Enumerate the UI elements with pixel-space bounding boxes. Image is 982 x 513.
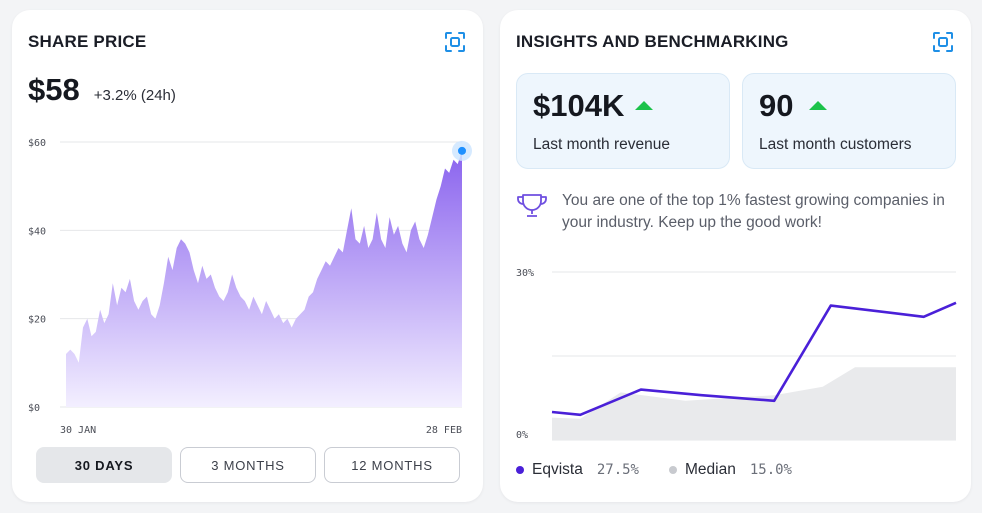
range-tabs: 30 DAYS 3 MONTHS 12 MONTHS: [36, 447, 460, 483]
range-tab-3-months[interactable]: 3 MONTHS: [180, 447, 316, 483]
insights-card: INSIGHTS AND BENCHMARKING $104K Last mon…: [500, 10, 971, 502]
median-legend-label: Median: [685, 461, 736, 478]
eqvista-legend-label: Eqvista: [532, 461, 583, 478]
share-y-tick: $60: [28, 138, 46, 149]
share-y-tick: $0: [28, 403, 40, 414]
expand-insights-button[interactable]: [930, 29, 956, 55]
median-area: [552, 367, 956, 440]
range-tab-12-months[interactable]: 12 MONTHS: [324, 447, 460, 483]
median-legend-dot: [669, 466, 677, 474]
benchmark-chart: 30% 0%: [516, 268, 957, 441]
trend-up-icon: [635, 101, 653, 110]
insight-text: You are one of the top 1% fastest growin…: [562, 192, 945, 231]
eqvista-legend-value: 27.5%: [596, 462, 639, 478]
median-legend-value: 15.0%: [749, 462, 792, 478]
current-price-marker[interactable]: [458, 146, 466, 155]
bench-y-tick-bottom: 0%: [516, 430, 528, 441]
insights-title: INSIGHTS AND BENCHMARKING: [516, 32, 789, 51]
customers-stat-card: 90 Last month customers: [742, 73, 956, 169]
share-price-area: [66, 150, 462, 408]
revenue-stat-card: $104K Last month revenue: [516, 73, 730, 169]
price-row: $58 +3.2% (24h): [28, 72, 176, 108]
share-price-change: +3.2% (24h): [93, 87, 176, 104]
revenue-value: $104K: [533, 88, 625, 123]
share-x-tick-end: 28 FEB: [426, 425, 462, 436]
eqvista-legend-dot: [516, 466, 524, 474]
trend-up-icon: [809, 101, 827, 110]
customers-value: 90: [759, 88, 794, 123]
share-price-title: SHARE PRICE: [28, 32, 147, 51]
share-y-tick: $20: [28, 315, 46, 326]
revenue-label: Last month revenue: [533, 136, 671, 153]
share-price-chart: $60 $40 $20 $0 30 JAN 28 FEB: [28, 138, 472, 436]
eqvista-line: [551, 301, 957, 417]
customers-label: Last month customers: [759, 136, 912, 153]
trophy-icon: [517, 194, 547, 217]
bench-y-tick-top: 30%: [516, 268, 534, 279]
expand-icon: [445, 32, 465, 52]
share-x-tick-start: 30 JAN: [60, 425, 96, 436]
expand-icon: [933, 32, 953, 52]
range-tab-30-days[interactable]: 30 DAYS: [36, 447, 172, 483]
expand-share-price-button[interactable]: [442, 29, 468, 55]
insight-message: You are one of the top 1% fastest growin…: [514, 190, 959, 234]
share-price-card: SHARE PRICE $58 +3.2% (24h) $60 $40 $20 $0 …: [12, 10, 483, 502]
share-price-value: $58: [28, 72, 80, 107]
benchmark-legend: Eqvista 27.5% Median 15.0%: [516, 461, 822, 479]
share-y-tick: $40: [28, 226, 46, 237]
